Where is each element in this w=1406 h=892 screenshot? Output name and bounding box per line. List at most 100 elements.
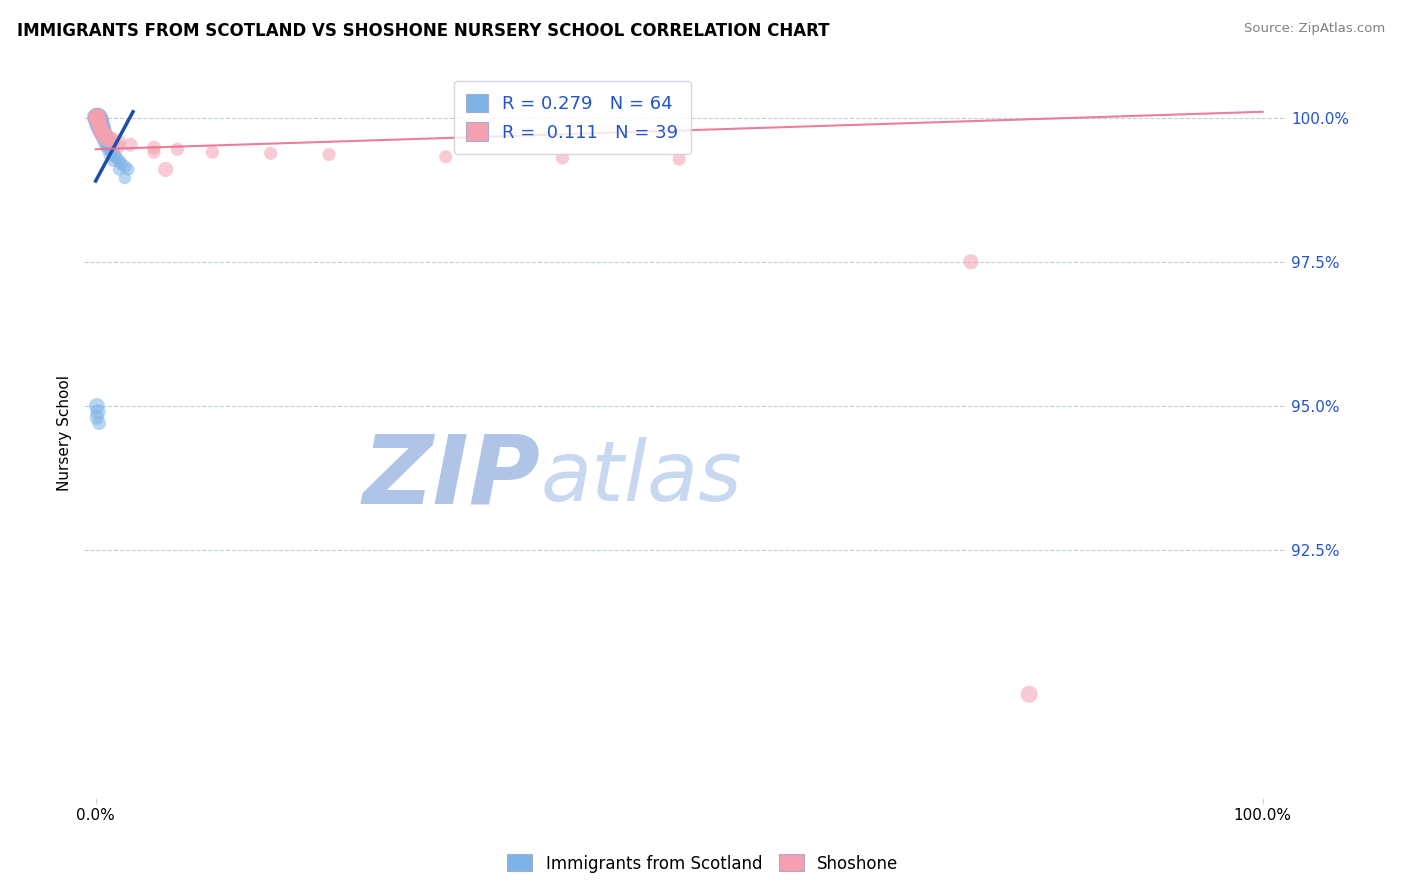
Point [155,162,177,177]
Point [110,156,132,170]
Point [87,111,110,125]
Point [91,122,114,136]
Point [87,111,110,125]
Point [90,128,112,142]
Point [114,171,136,186]
Point [89,116,111,130]
Point [89,113,111,128]
Point [93,125,115,139]
Point [87,113,110,128]
Point [90,128,112,142]
Point [551,151,574,165]
Point [86,111,108,125]
Point [108,135,131,149]
Point [89,119,111,133]
Point [90,119,112,133]
Point [86,111,108,125]
Point [87,119,110,133]
Point [101,145,124,160]
Point [89,125,111,139]
Point [93,125,115,139]
Point [87,405,110,419]
Point [93,134,115,148]
Point [89,116,111,130]
Point [86,111,108,125]
Point [90,128,112,142]
Point [89,116,111,130]
Point [86,116,108,130]
Point [89,116,111,130]
Point [668,152,690,166]
Point [91,130,114,145]
Point [87,111,110,125]
Point [101,136,124,151]
Point [108,162,131,177]
Point [434,150,457,164]
Point [89,116,111,130]
Text: Source: ZipAtlas.com: Source: ZipAtlas.com [1244,22,1385,36]
Point [96,139,118,153]
Point [86,410,108,425]
Text: ZIP: ZIP [363,431,541,524]
Point [86,116,108,130]
Point [100,142,122,156]
Point [114,160,136,174]
Point [96,142,118,156]
Point [98,130,121,145]
Point [86,111,108,125]
Point [90,119,112,133]
Point [86,111,108,125]
Point [201,145,224,160]
Point [105,151,128,165]
Point [86,399,108,413]
Point [89,113,111,128]
Point [89,122,111,136]
Point [89,125,111,139]
Legend: Immigrants from Scotland, Shoshone: Immigrants from Scotland, Shoshone [501,847,905,880]
Point [101,153,124,168]
Point [108,153,131,168]
Point [143,140,166,154]
Point [87,119,110,133]
Point [94,127,117,141]
Point [89,122,111,136]
Point [89,416,111,430]
Point [91,122,114,136]
Point [98,148,121,162]
Point [96,128,118,142]
Point [91,123,114,137]
Point [91,128,114,143]
Point [960,254,983,268]
Point [97,136,120,151]
Point [103,148,125,162]
Point [87,119,110,133]
Point [143,145,166,160]
Point [318,147,340,161]
Point [98,139,121,153]
Point [89,113,111,128]
Point [86,111,108,125]
Point [96,130,118,145]
Point [120,137,142,152]
Text: IMMIGRANTS FROM SCOTLAND VS SHOSHONE NURSERY SCHOOL CORRELATION CHART: IMMIGRANTS FROM SCOTLAND VS SHOSHONE NUR… [17,22,830,40]
Point [260,146,283,161]
Point [90,119,112,133]
Point [87,111,110,125]
Point [96,134,118,148]
Point [93,125,115,139]
Point [87,111,110,125]
Point [89,125,111,139]
Point [87,119,110,133]
Text: atlas: atlas [541,436,742,517]
Point [86,111,108,125]
Point [87,113,110,128]
Point [90,122,112,136]
Point [87,113,110,128]
Point [89,122,111,136]
Y-axis label: Nursery School: Nursery School [58,376,72,491]
Point [94,132,117,146]
Point [1018,687,1040,701]
Point [89,116,111,130]
Point [96,134,118,148]
Point [117,162,139,177]
